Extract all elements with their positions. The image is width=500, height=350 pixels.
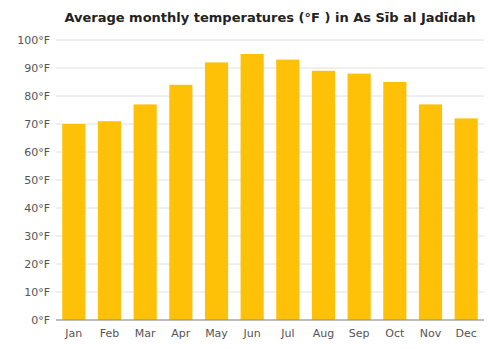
x-tick-label: May xyxy=(205,327,228,340)
bar xyxy=(383,82,406,320)
grid-line xyxy=(56,40,484,41)
y-tick-label: 50°F xyxy=(24,174,50,187)
bar xyxy=(205,62,228,320)
y-tick-label: 90°F xyxy=(24,62,50,75)
y-tick-label: 20°F xyxy=(24,258,50,271)
bar xyxy=(312,71,335,320)
x-tick-label: Jul xyxy=(280,327,294,340)
bar xyxy=(419,104,442,320)
y-tick-label: 0°F xyxy=(31,314,50,327)
grid-line xyxy=(56,320,484,321)
x-tick-label: Aug xyxy=(313,327,334,340)
bar xyxy=(455,118,478,320)
chart-svg: Average monthly temperatures (°F ) in As… xyxy=(0,0,500,350)
y-tick-label: 40°F xyxy=(24,202,50,215)
x-axis-line xyxy=(56,320,484,321)
chart-title: Average monthly temperatures (°F ) in As… xyxy=(64,10,475,25)
grid-line xyxy=(56,96,484,97)
y-tick-label: 60°F xyxy=(24,146,50,159)
y-tick-label: 70°F xyxy=(24,118,50,131)
bar xyxy=(98,121,121,320)
y-tick-label: 80°F xyxy=(24,90,50,103)
bar xyxy=(169,85,192,320)
x-tick-label: Nov xyxy=(420,327,442,340)
bar xyxy=(348,74,371,320)
bar xyxy=(241,54,264,320)
y-axis: 0°F 10°F 20°F 30°F 40°F 50°F 60°F 70°F 80°F 90°F 1… xyxy=(17,34,50,327)
x-tick-label: Oct xyxy=(385,327,405,340)
grid-line xyxy=(56,68,484,69)
y-tick-label: 100°F xyxy=(17,34,50,47)
x-tick-label: Sep xyxy=(349,327,370,340)
x-tick-label: Feb xyxy=(100,327,119,340)
y-tick-label: 10°F xyxy=(24,286,50,299)
bar xyxy=(276,60,299,320)
x-tick-label: Dec xyxy=(456,327,477,340)
x-tick-label: Mar xyxy=(135,327,156,340)
x-axis: Jan Feb Mar Apr May Jun Jul Aug Sep Oct Nov Dec xyxy=(64,327,476,340)
x-tick-label: Jun xyxy=(243,327,261,340)
grid xyxy=(56,40,484,320)
chart-container: Average monthly temperatures (°F ) in As… xyxy=(0,0,500,350)
x-tick-label: Apr xyxy=(171,327,191,340)
bars xyxy=(62,54,478,320)
y-tick-label: 30°F xyxy=(24,230,50,243)
bar xyxy=(62,124,85,320)
x-tick-label: Jan xyxy=(64,327,82,340)
bar xyxy=(134,104,157,320)
